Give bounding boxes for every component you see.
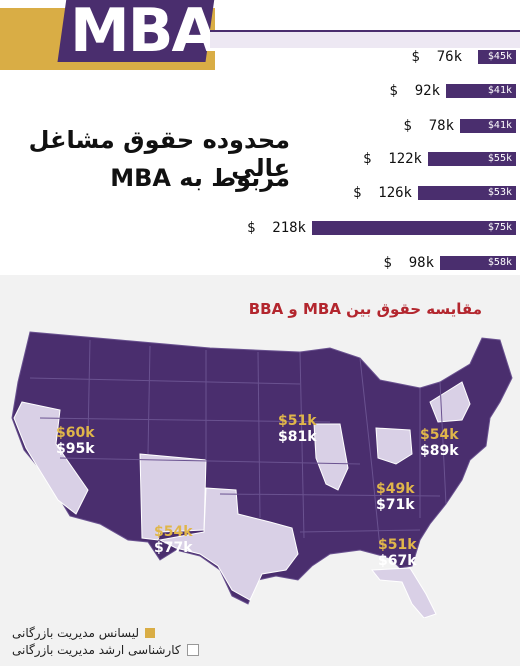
bar-inner-label: $53k <box>487 187 512 198</box>
salary-bar: $75k <box>312 221 516 235</box>
mba-salary: $67k <box>378 553 417 569</box>
mba-salary: $71k <box>376 497 415 513</box>
salary-bar: $41k <box>446 84 516 98</box>
map-label-west: $60k $95k <box>56 425 95 457</box>
bar-inner-label: $55k <box>487 153 512 164</box>
bba-salary: $54k <box>154 524 193 540</box>
region-texas <box>158 487 299 601</box>
salary-bar: $53k <box>418 186 516 200</box>
comparison-title: مقایسه حقوق بین MBA و BBA <box>248 300 482 318</box>
bar-value: $ 92k <box>389 83 440 99</box>
bba-salary: $60k <box>56 425 95 441</box>
bar-value: $ 98k <box>383 255 434 271</box>
us-salary-map <box>11 331 513 618</box>
page-title-line2: مربوط به MBA <box>110 164 290 192</box>
us-map-body <box>11 331 513 605</box>
legend-label: لیسانس مدیریت بازرگانی <box>12 626 140 640</box>
region-ohio <box>375 427 413 465</box>
mba-salary: $89k <box>420 443 459 459</box>
banner-title: MBA <box>70 0 218 66</box>
bar-inner-label: $41k <box>487 120 512 131</box>
salary-bar: $55k <box>428 152 516 166</box>
legend-swatch-white <box>186 644 199 656</box>
map-label-southwest: $54k $77k <box>154 524 193 556</box>
bar-inner-label: $75k <box>487 222 512 233</box>
map-label-midwest: $51k $81k <box>278 413 317 445</box>
page-title-line1: محدوده حقوق مشاغل عالی <box>28 126 290 182</box>
top-divider-light <box>210 32 520 48</box>
region-california <box>13 401 89 515</box>
legend-mba: کارشناسی ارشد مدیریت بازرگانی <box>12 643 199 657</box>
bba-salary: $51k <box>278 413 317 429</box>
bar-inner-label: $58k <box>487 257 512 268</box>
map-label-northeast: $54k $89k <box>420 427 459 459</box>
bar-value: $ 126k <box>352 185 412 201</box>
region-illinois <box>313 423 349 491</box>
legend-bba: لیسانس مدیریت بازرگانی <box>12 626 156 640</box>
bba-salary: $49k <box>376 481 415 497</box>
bar-value: $ 218k <box>246 220 306 236</box>
map-label-southeast: $51k $67k <box>378 537 417 569</box>
legend-swatch-gold <box>145 628 156 638</box>
salary-bar: $58k <box>440 256 516 270</box>
mba-salary: $81k <box>278 429 317 445</box>
mba-salary: $77k <box>154 540 193 556</box>
bar-value: $ 76k <box>411 49 462 65</box>
bar-inner-label: $41k <box>487 85 512 96</box>
bba-salary: $54k <box>420 427 459 443</box>
region-florida <box>371 567 437 618</box>
bar-inner-label: $45k <box>487 51 512 62</box>
bar-value: $ 78k <box>403 118 454 134</box>
bba-salary: $51k <box>378 537 417 553</box>
salary-bar: $41k <box>460 119 516 133</box>
mba-salary: $95k <box>56 441 95 457</box>
bar-value: $ 122k <box>362 151 422 167</box>
region-new-york <box>429 381 471 423</box>
legend-label: کارشناسی ارشد مدیریت بازرگانی <box>12 643 181 657</box>
map-label-mid-atlantic: $49k $71k <box>376 481 415 513</box>
state-borders <box>29 339 447 549</box>
salary-bar: $45k <box>478 50 516 64</box>
